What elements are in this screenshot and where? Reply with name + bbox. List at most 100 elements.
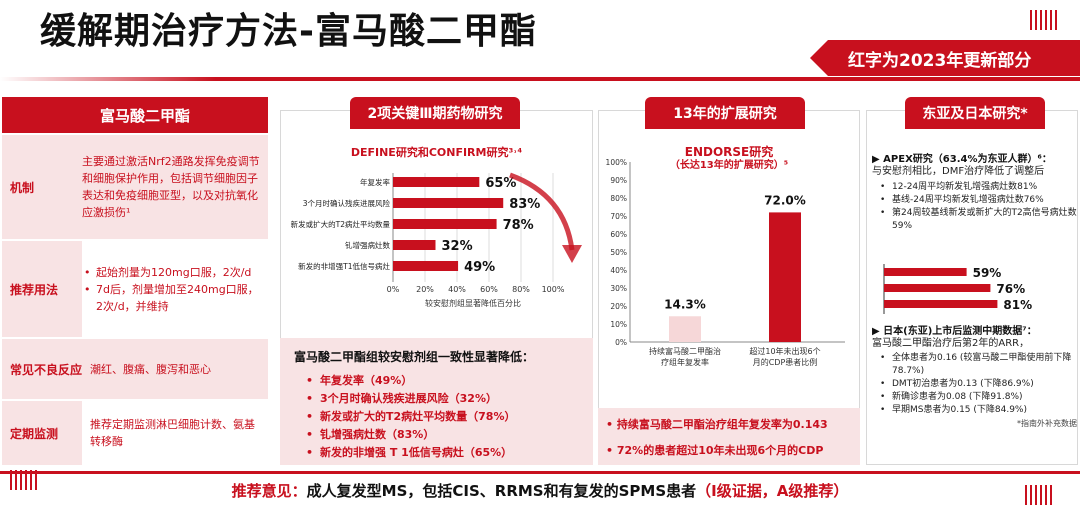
y-tick-label: 70% [610,212,627,221]
bar [393,198,504,208]
hatch-decoration [1030,10,1060,30]
footnote: *指南外补充数据 [1017,419,1077,428]
x-axis-label: 较安慰剂组显著降低百分比 [425,298,521,308]
divider [0,77,1080,81]
hatch-decoration [10,470,40,490]
extension-panel [598,110,860,465]
apex-section: ▶ APEX研究（63.4%为东亚人群）⁶： 与安慰剂相比，DMF治疗降低了调整… [872,150,1077,233]
bar [884,268,967,276]
japan-item: 早期MS患者为0.15 (下降84.9%) [878,404,1077,417]
phase3-bar-chart: 0% 20% 40% 60% 80% 100% 年复发率 65% 3个月时确认残疾进展风险 83%… [291,172,582,308]
table-row: 推荐用法 起始剂量为120mg口服，2次/d 7d后，剂量增加至240mg口服，… [2,241,268,337]
row-key: 机制 [10,180,35,195]
japan-intro: 富马酸二甲酯治疗后第2年的ARR， [872,338,1030,349]
row-key: 定期监测 [2,401,82,465]
y-tick-label: 80% [610,194,627,203]
endorse-bar-chart: 0% 10% 20% 30% 40% 50% 60% 70% 80% 90% 100% 14.3% 持续… [606,158,845,367]
data-label: 83% [509,197,540,212]
data-label: 76% [996,282,1025,296]
y-tick-label: 50% [610,248,627,257]
drug-info-table: 富马酸二甲酯 机制 主要通过激活Nrf2通路发挥免疫调节和细胞保护作用，包括调节… [2,97,268,465]
y-tick-label: 10% [610,320,627,329]
table-header: 富马酸二甲酯 [2,97,268,133]
data-label: 14.3% [664,297,706,311]
panel-header: 2项关键Ⅲ期药物研究 [350,97,520,129]
apex-intro: 与安慰剂相比，DMF治疗降低了调整后 [872,166,1045,177]
y-tick-label: 90% [610,176,627,185]
recommendation-grade: （Ⅰ级证据，A级推荐） [696,482,849,500]
apex-item: 基线-24周平均新发钆增强病灶数76% [878,194,1077,207]
bar [769,212,801,342]
note-item: • 持续富马酸二甲酯治疗组年复发率为0.143 [606,418,828,431]
divider [0,471,1080,474]
bar [393,177,480,187]
row-value: 主要通过激活Nrf2通路发挥免疫调节和细胞保护作用，包括调节细胞因子表达和免疫细… [82,155,260,219]
bar [669,316,701,342]
row-value: 起始剂量为120mg口服，2次/d 7d后，剂量增加至240mg口服，2次/d，… [82,241,268,337]
trend-arrowhead [562,245,582,263]
bar [884,300,998,308]
y-tick-label: 60% [610,230,627,239]
list-item: 7d后，剂量增加至240mg口服，2次/d，并维持 [82,281,262,315]
category-label: 钆增强病灶数 [345,240,390,250]
hatch-decoration [1025,485,1055,505]
y-tick-label: 30% [610,284,627,293]
x-tick-label: 0% [387,285,400,294]
row-key: 常见不良反应 [2,339,82,399]
chart-subtitle: ENDORSE研究 [684,145,774,159]
bar [393,261,459,271]
bar [393,240,436,250]
summary-item: 新发的非增强 T 1低信号病灶（65%） [306,444,516,462]
bar [884,284,991,292]
page-title: 缓解期治疗方法-富马酸二甲酯 [40,11,537,52]
row-value: 推荐定期监测淋巴细胞计数、氨基转移酶 [90,418,255,448]
table-row: 机制 主要通过激活Nrf2通路发挥免疫调节和细胞保护作用，包括调节细胞因子表达和… [2,135,268,239]
data-label: 81% [1003,298,1032,312]
x-tick-label: 100% [542,285,565,294]
apex-item: 第24周较基线新发或新扩大的T2高信号病灶数59% [878,207,1077,233]
data-label: 32% [441,239,472,254]
data-label: 78% [503,218,534,233]
y-tick-label: 100% [606,158,627,167]
data-label: 59% [973,266,1002,280]
recommendation-body: 成人复发型MS，包括CIS、RRMS和有复发的SPMS患者 [306,482,697,500]
japan-title: ▶ 日本(东亚)上市后监测中期数据⁷： [872,326,1037,337]
summary-item: 新发或扩大的T2病灶平均数量（78%） [306,408,516,426]
category-label: 持续富马酸二甲酯治 [649,346,721,356]
x-tick-label: 80% [512,285,530,294]
note-item: • 72%的患者超过10年未出现6个月的CDP [606,444,824,457]
chart-subtitle: （长达13年的扩展研究）⁵ [669,160,789,171]
data-label: 49% [464,260,495,275]
row-value: 潮红、腹痛、腹泻和恶心 [82,339,268,399]
apex-bar-chart: 59% 76% 81% [883,264,1032,314]
data-label: 65% [485,176,516,191]
x-tick-label: 40% [448,285,466,294]
table-row: 常见不良反应 潮红、腹痛、腹泻和恶心 [2,339,268,399]
update-banner: 红字为2023年更新部分 [810,40,1080,76]
y-tick-label: 20% [610,302,627,311]
category-label: 超过10年未出现6个 [749,346,820,356]
category-label: 新发的非增强T1低信号病灶 [298,261,390,271]
table-row: 定期监测 推荐定期监测淋巴细胞计数、氨基转移酶 [2,401,268,465]
apex-item: 12-24周平均新发钆增强病灶数81% [878,181,1077,194]
row-key: 推荐用法 [2,241,82,337]
bar [393,219,497,229]
apex-title: ▶ APEX研究（63.4%为东亚人群）⁶： [872,154,1052,165]
summary-item: 年复发率（49%） [306,372,516,390]
list-item: 起始剂量为120mg口服，2次/d [82,264,262,281]
x-tick-label: 60% [480,285,498,294]
data-label: 72.0% [764,193,806,207]
japan-item: 全体患者为0.16 (较富马酸二甲酯使用前下降78.7%) [878,352,1077,378]
category-label: 年复发率 [360,177,390,187]
chart-subtitle: DEFINE研究和CONFIRM研究³˒⁴ [350,146,523,159]
x-tick-label: 20% [416,285,434,294]
panel-header: 东亚及日本研究* [905,97,1045,129]
trend-arrow [509,172,575,251]
japan-section: ▶ 日本(东亚)上市后监测中期数据⁷： 富马酸二甲酯治疗后第2年的ARR， 全体… [872,322,1077,429]
recommendation: 推荐意见：成人复发型MS，包括CIS、RRMS和有复发的SPMS患者（Ⅰ级证据，… [0,480,1080,501]
y-tick-label: 0% [615,338,627,347]
summary-title: 富马酸二甲酯组较安慰剂组一致性显著降低： [294,350,535,364]
summary-item: 钆增强病灶数（83%） [306,426,516,444]
summary-item: 3个月时确认残疾进展风险（32%） [306,390,516,408]
category-label: 新发或扩大的T2病灶平均数量 [291,219,391,229]
